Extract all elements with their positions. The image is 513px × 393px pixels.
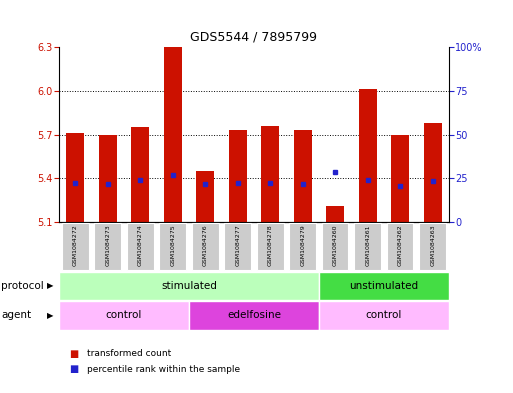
Bar <box>294 130 311 222</box>
Bar <box>261 126 279 222</box>
Bar <box>99 134 116 222</box>
FancyBboxPatch shape <box>59 272 319 300</box>
Bar <box>164 47 182 222</box>
Text: control: control <box>106 310 142 320</box>
Text: agent: agent <box>1 310 31 320</box>
Text: ▶: ▶ <box>47 311 54 320</box>
Text: GSM1084262: GSM1084262 <box>398 225 403 266</box>
Bar <box>424 123 442 222</box>
Text: percentile rank within the sample: percentile rank within the sample <box>87 365 240 374</box>
FancyBboxPatch shape <box>354 223 381 270</box>
FancyBboxPatch shape <box>192 223 219 270</box>
Text: GSM1084274: GSM1084274 <box>137 225 143 266</box>
FancyBboxPatch shape <box>127 223 153 270</box>
Bar <box>66 133 84 222</box>
FancyBboxPatch shape <box>319 272 449 300</box>
Text: ■: ■ <box>69 364 78 375</box>
Text: transformed count: transformed count <box>87 349 171 358</box>
FancyBboxPatch shape <box>94 223 121 270</box>
Text: stimulated: stimulated <box>161 281 217 291</box>
Text: GSM1084279: GSM1084279 <box>300 225 305 266</box>
Bar <box>131 127 149 222</box>
Text: GSM1084260: GSM1084260 <box>332 225 338 266</box>
Text: unstimulated: unstimulated <box>349 281 419 291</box>
Bar <box>326 206 344 222</box>
FancyBboxPatch shape <box>289 223 316 270</box>
Text: ■: ■ <box>69 349 78 359</box>
FancyBboxPatch shape <box>419 223 446 270</box>
Bar <box>196 171 214 222</box>
FancyBboxPatch shape <box>224 223 251 270</box>
Bar <box>229 130 247 222</box>
Text: GSM1084277: GSM1084277 <box>235 225 240 266</box>
Text: protocol: protocol <box>1 281 44 291</box>
FancyBboxPatch shape <box>319 301 449 329</box>
FancyBboxPatch shape <box>257 223 284 270</box>
Text: ▶: ▶ <box>47 281 54 290</box>
Text: GSM1084273: GSM1084273 <box>105 225 110 266</box>
FancyBboxPatch shape <box>189 301 319 329</box>
FancyBboxPatch shape <box>160 223 186 270</box>
FancyBboxPatch shape <box>59 301 189 329</box>
Text: GDS5544 / 7895799: GDS5544 / 7895799 <box>190 30 318 43</box>
FancyBboxPatch shape <box>387 223 413 270</box>
Text: GSM1084278: GSM1084278 <box>268 225 273 266</box>
Text: GSM1084261: GSM1084261 <box>365 225 370 266</box>
FancyBboxPatch shape <box>322 223 348 270</box>
Text: GSM1084276: GSM1084276 <box>203 225 208 266</box>
Bar <box>391 134 409 222</box>
FancyBboxPatch shape <box>62 223 89 270</box>
Text: GSM1084263: GSM1084263 <box>430 225 435 266</box>
Text: GSM1084272: GSM1084272 <box>73 225 78 266</box>
Text: GSM1084275: GSM1084275 <box>170 225 175 266</box>
Text: edelfosine: edelfosine <box>227 310 281 320</box>
Bar <box>359 90 377 222</box>
Text: control: control <box>366 310 402 320</box>
